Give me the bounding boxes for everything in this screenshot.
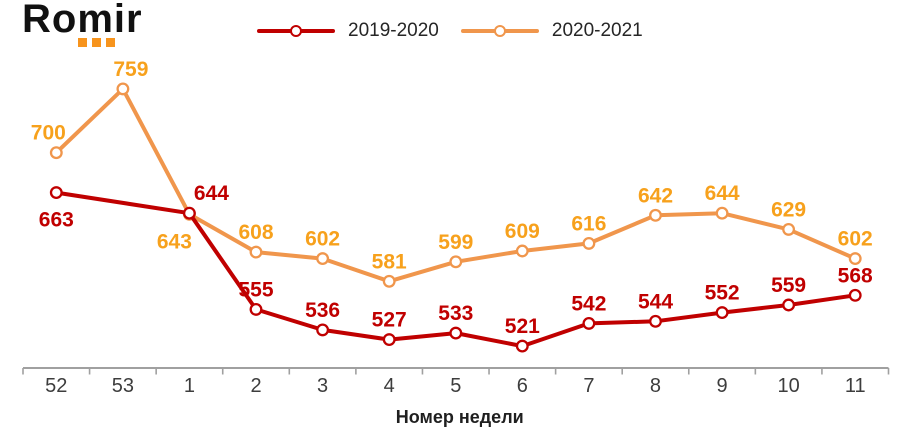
- legend-item-2020-2021: 2020-2021: [460, 20, 643, 42]
- data-point-2019-2020-8: [649, 314, 662, 328]
- data-point-2020-2021-52: [49, 146, 63, 160]
- x-tick-label: 1: [184, 375, 195, 397]
- x-tick-label: 8: [650, 375, 661, 397]
- data-label-2020-2021-8: 642: [638, 184, 673, 207]
- data-point-2019-2020-3: [316, 323, 330, 337]
- x-tick-label: 11: [845, 375, 866, 397]
- data-point-2020-2021-10: [782, 222, 796, 236]
- data-point-2019-2020-1: [182, 206, 196, 220]
- x-tick-label: 6: [517, 375, 528, 397]
- data-point-2020-2021-4: [382, 274, 396, 288]
- data-label-2020-2021-7: 616: [571, 212, 606, 235]
- data-label-2019-2020-10: 559: [771, 274, 806, 297]
- data-point-2019-2020-9: [715, 306, 729, 320]
- logo-dot: [92, 38, 101, 47]
- data-label-2019-2020-52: 663: [39, 209, 74, 232]
- data-point-2019-2020-6: [515, 339, 529, 353]
- data-label-2020-2021-4: 581: [372, 250, 407, 273]
- data-label-2020-2021-5: 599: [438, 231, 473, 254]
- x-tick-label: 3: [317, 375, 328, 397]
- x-tick-label: 5: [450, 375, 461, 397]
- logo-dot: [78, 38, 87, 47]
- x-tick-label: 52: [45, 375, 67, 397]
- data-label-2019-2020-4: 527: [372, 309, 407, 332]
- chart-legend: 2019-2020 2020-2021: [257, 20, 643, 42]
- romir-logo: Romir: [22, 0, 143, 47]
- logo-dot: [106, 38, 115, 47]
- data-label-2019-2020-9: 552: [705, 282, 740, 305]
- data-label-2019-2020-2: 555: [238, 278, 273, 301]
- data-point-2020-2021-5: [449, 255, 463, 269]
- logo-dots-icon: [78, 38, 115, 47]
- data-label-2019-2020-7: 542: [571, 292, 606, 315]
- data-point-2019-2020-4: [382, 333, 396, 347]
- logo-text: Romir: [22, 0, 143, 41]
- data-point-2020-2021-8: [649, 208, 662, 222]
- x-tick-label: 2: [250, 375, 261, 397]
- x-tick-label: 7: [583, 375, 594, 397]
- data-label-2019-2020-5: 533: [438, 302, 473, 325]
- data-point-2020-2021-53: [116, 82, 130, 96]
- data-label-2020-2021-9: 644: [705, 182, 740, 205]
- data-label-2020-2021-1: 643: [157, 230, 192, 253]
- data-label-2020-2021-2: 608: [238, 221, 273, 244]
- data-point-2020-2021-6: [515, 244, 529, 258]
- data-label-2019-2020-3: 536: [305, 299, 340, 322]
- legend-line-marker-orange-icon: [460, 24, 539, 38]
- data-label-2020-2021-52: 700: [31, 122, 66, 145]
- data-label-2020-2021-6: 609: [505, 220, 540, 243]
- x-axis-title: Номер недели: [396, 407, 524, 427]
- x-tick-label: 53: [112, 375, 134, 397]
- data-point-2020-2021-11: [848, 252, 862, 266]
- legend-label: 2020-2021: [551, 20, 643, 41]
- data-point-2020-2021-9: [715, 206, 729, 220]
- data-point-2019-2020-7: [582, 316, 596, 330]
- data-label-2020-2021-53: 759: [113, 58, 148, 81]
- data-label-2020-2021-10: 629: [771, 198, 806, 221]
- x-tick-label: 10: [778, 375, 800, 397]
- x-tick-label: 9: [716, 375, 727, 397]
- data-label-2019-2020-11: 568: [838, 264, 873, 287]
- data-point-2019-2020-11: [848, 288, 862, 302]
- legend-label: 2019-2020: [348, 20, 439, 41]
- data-point-2020-2021-2: [249, 245, 263, 259]
- x-tick-label: 4: [384, 375, 395, 397]
- data-point-2020-2021-7: [582, 236, 596, 250]
- series-line-2019-2020: [54, 190, 858, 349]
- data-label-2020-2021-3: 602: [305, 228, 340, 251]
- legend-item-2019-2020: 2019-2020: [257, 20, 439, 42]
- data-point-2019-2020-2: [249, 302, 263, 316]
- legend-line-marker-red-icon: [257, 24, 335, 38]
- data-point-2020-2021-3: [316, 252, 330, 266]
- data-label-2019-2020-1: 644: [194, 182, 229, 205]
- data-label-2020-2021-11: 602: [838, 228, 873, 251]
- data-point-2019-2020-5: [449, 326, 463, 340]
- data-point-2019-2020-10: [782, 298, 796, 312]
- data-point-2019-2020-52: [49, 186, 63, 200]
- data-label-2019-2020-6: 521: [505, 315, 540, 338]
- data-label-2019-2020-8: 544: [638, 290, 673, 313]
